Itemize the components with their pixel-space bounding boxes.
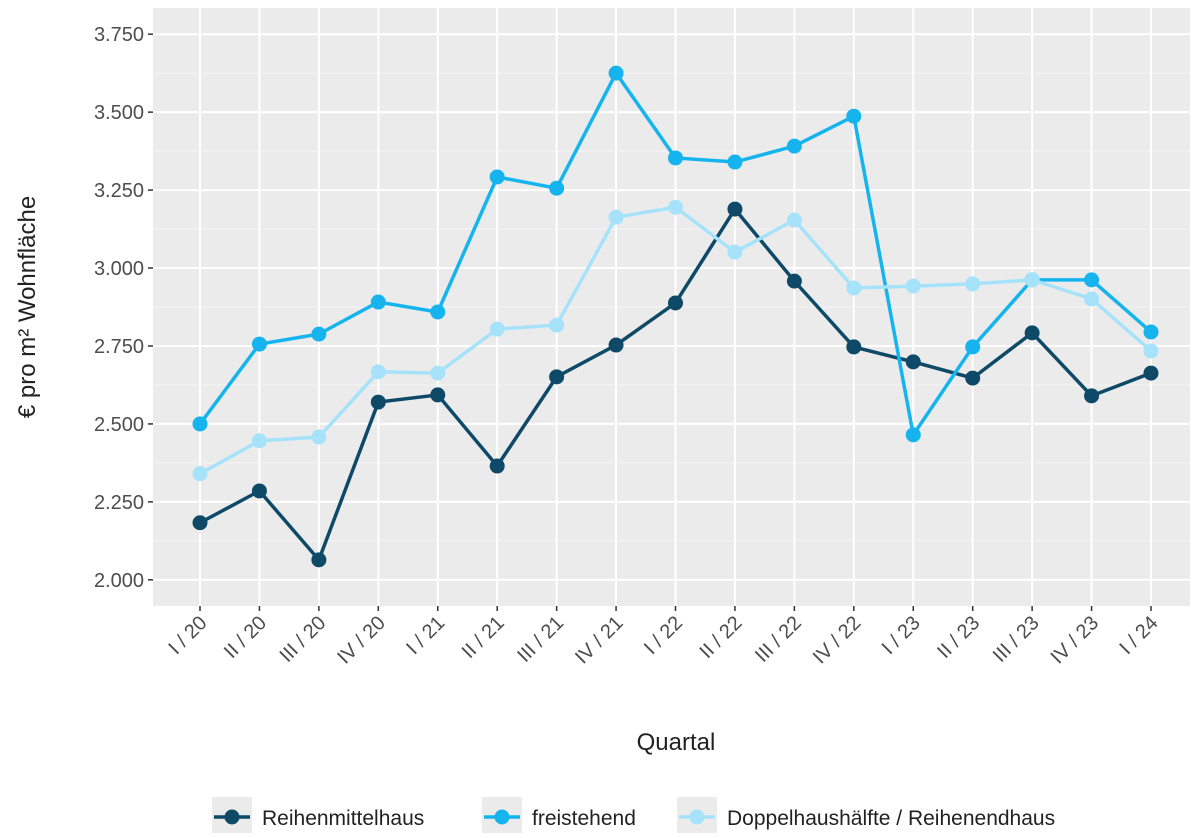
point	[608, 337, 624, 353]
point	[549, 180, 565, 196]
point	[192, 466, 208, 482]
point	[1024, 325, 1040, 341]
y-tick-label: 2.500	[94, 414, 144, 436]
x-axis-title: Quartal	[637, 729, 716, 756]
point	[846, 280, 862, 296]
point	[311, 552, 327, 568]
point	[905, 427, 921, 443]
point	[1084, 272, 1100, 288]
y-tick-label: 3.250	[94, 180, 144, 202]
y-tick-label: 3.000	[94, 258, 144, 280]
point	[965, 276, 981, 292]
point	[370, 394, 386, 410]
x-tick-label: IV / 20	[333, 612, 389, 668]
x-tick-label: I / 24	[1116, 612, 1163, 659]
point	[311, 326, 327, 342]
y-tick-label: 2.750	[94, 336, 144, 358]
point	[786, 212, 802, 228]
point	[251, 433, 267, 449]
x-tick-label: I / 21	[402, 612, 449, 659]
x-tick-label: IV / 23	[1047, 612, 1103, 668]
x-tick-label: I / 23	[878, 612, 925, 659]
point	[965, 370, 981, 386]
point	[608, 65, 624, 81]
point	[430, 387, 446, 403]
point	[668, 295, 683, 311]
point	[430, 304, 446, 320]
point	[727, 201, 743, 217]
x-tick-label: I / 20	[165, 612, 212, 659]
point	[192, 515, 208, 531]
point	[1084, 291, 1100, 307]
point	[727, 154, 743, 170]
x-tick-label: II / 21	[458, 612, 509, 663]
point	[727, 244, 743, 260]
point	[489, 169, 505, 185]
point	[1084, 388, 1100, 404]
point	[905, 354, 921, 370]
x-tick-label: I / 22	[640, 612, 687, 659]
point	[489, 458, 505, 474]
point	[549, 369, 565, 385]
point	[1143, 324, 1159, 340]
x-tick-label: III / 20	[276, 612, 331, 667]
legend-key-point	[689, 809, 705, 825]
x-tick-label: II / 20	[220, 612, 271, 663]
point	[846, 108, 862, 124]
point	[668, 150, 683, 166]
point	[1143, 365, 1159, 381]
point	[905, 278, 921, 294]
point	[1024, 272, 1040, 288]
point	[251, 483, 267, 499]
point	[965, 339, 981, 355]
point	[251, 336, 267, 352]
point	[430, 365, 446, 381]
legend-label: Reihenmittelhaus	[262, 807, 424, 830]
y-axis-title: € pro m² Wohnfläche	[14, 196, 41, 418]
point	[192, 416, 208, 432]
x-tick-label: III / 21	[513, 612, 568, 667]
y-tick-label: 3.750	[94, 24, 144, 46]
point	[1143, 343, 1159, 359]
y-tick-label: 2.250	[94, 492, 144, 514]
point	[846, 339, 862, 355]
x-tick-label: III / 22	[751, 612, 806, 667]
legend-key-point	[224, 809, 240, 825]
point	[549, 317, 565, 333]
x-tick-label: IV / 21	[571, 612, 627, 668]
y-tick-label: 3.500	[94, 102, 144, 124]
y-tick-label: 2.000	[94, 570, 144, 592]
x-tick-label: II / 22	[696, 612, 747, 663]
point	[786, 273, 802, 289]
point	[370, 364, 386, 380]
point	[608, 209, 624, 225]
legend-key-point	[494, 809, 510, 825]
legend-label: freistehend	[532, 807, 636, 830]
point	[311, 429, 327, 445]
point	[370, 294, 386, 310]
point	[489, 321, 505, 337]
x-tick-label: IV / 22	[809, 612, 865, 668]
point	[668, 199, 683, 215]
point	[786, 138, 802, 154]
x-tick-label: II / 23	[933, 612, 984, 663]
x-tick-label: III / 23	[989, 612, 1044, 667]
legend-label: Doppelhaushälfte / Reihenendhaus	[727, 807, 1055, 830]
